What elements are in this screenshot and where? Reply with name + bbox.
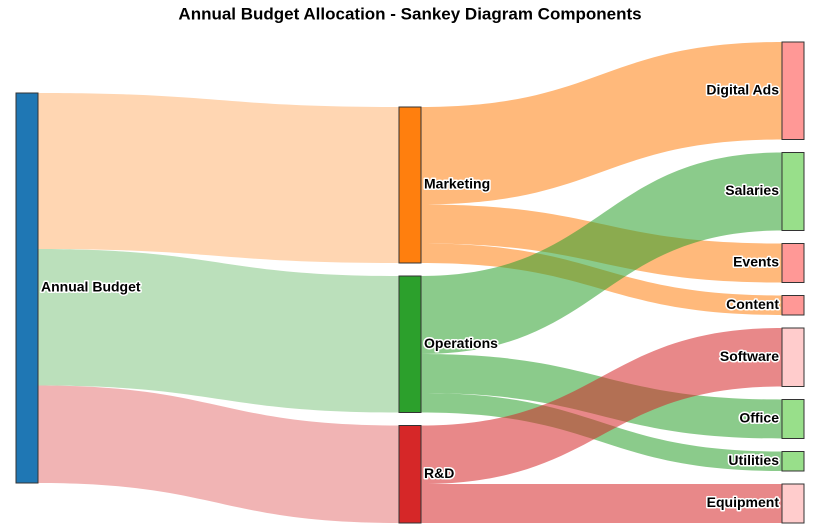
node-label: Software	[720, 348, 779, 364]
link	[421, 42, 782, 205]
node	[398, 106, 422, 264]
chart-title: Annual Budget Allocation - Sankey Diagra…	[178, 4, 641, 23]
node-label: Utilities	[728, 452, 779, 468]
node	[781, 327, 805, 387]
node-label: R&D	[424, 465, 454, 481]
link	[421, 484, 782, 523]
node	[781, 295, 805, 316]
node	[781, 41, 805, 140]
link	[421, 328, 782, 484]
node-label: Digital Ads	[706, 81, 779, 97]
node	[781, 399, 805, 439]
node-label: Operations	[424, 335, 498, 351]
node-label: Salaries	[725, 182, 779, 198]
link	[38, 385, 399, 523]
node-label: Equipment	[707, 494, 780, 510]
node-label: Events	[733, 254, 779, 270]
node	[398, 425, 422, 524]
node	[781, 243, 805, 283]
node-label: Office	[739, 410, 779, 426]
node	[15, 92, 39, 484]
node	[781, 483, 805, 524]
link	[421, 152, 782, 354]
node-label: Marketing	[424, 176, 490, 192]
node	[781, 152, 805, 231]
link	[38, 93, 399, 263]
link	[38, 249, 399, 413]
node-label: Annual Budget	[41, 279, 141, 295]
node	[398, 275, 422, 413]
node-label: Content	[726, 296, 779, 312]
node	[781, 451, 805, 472]
